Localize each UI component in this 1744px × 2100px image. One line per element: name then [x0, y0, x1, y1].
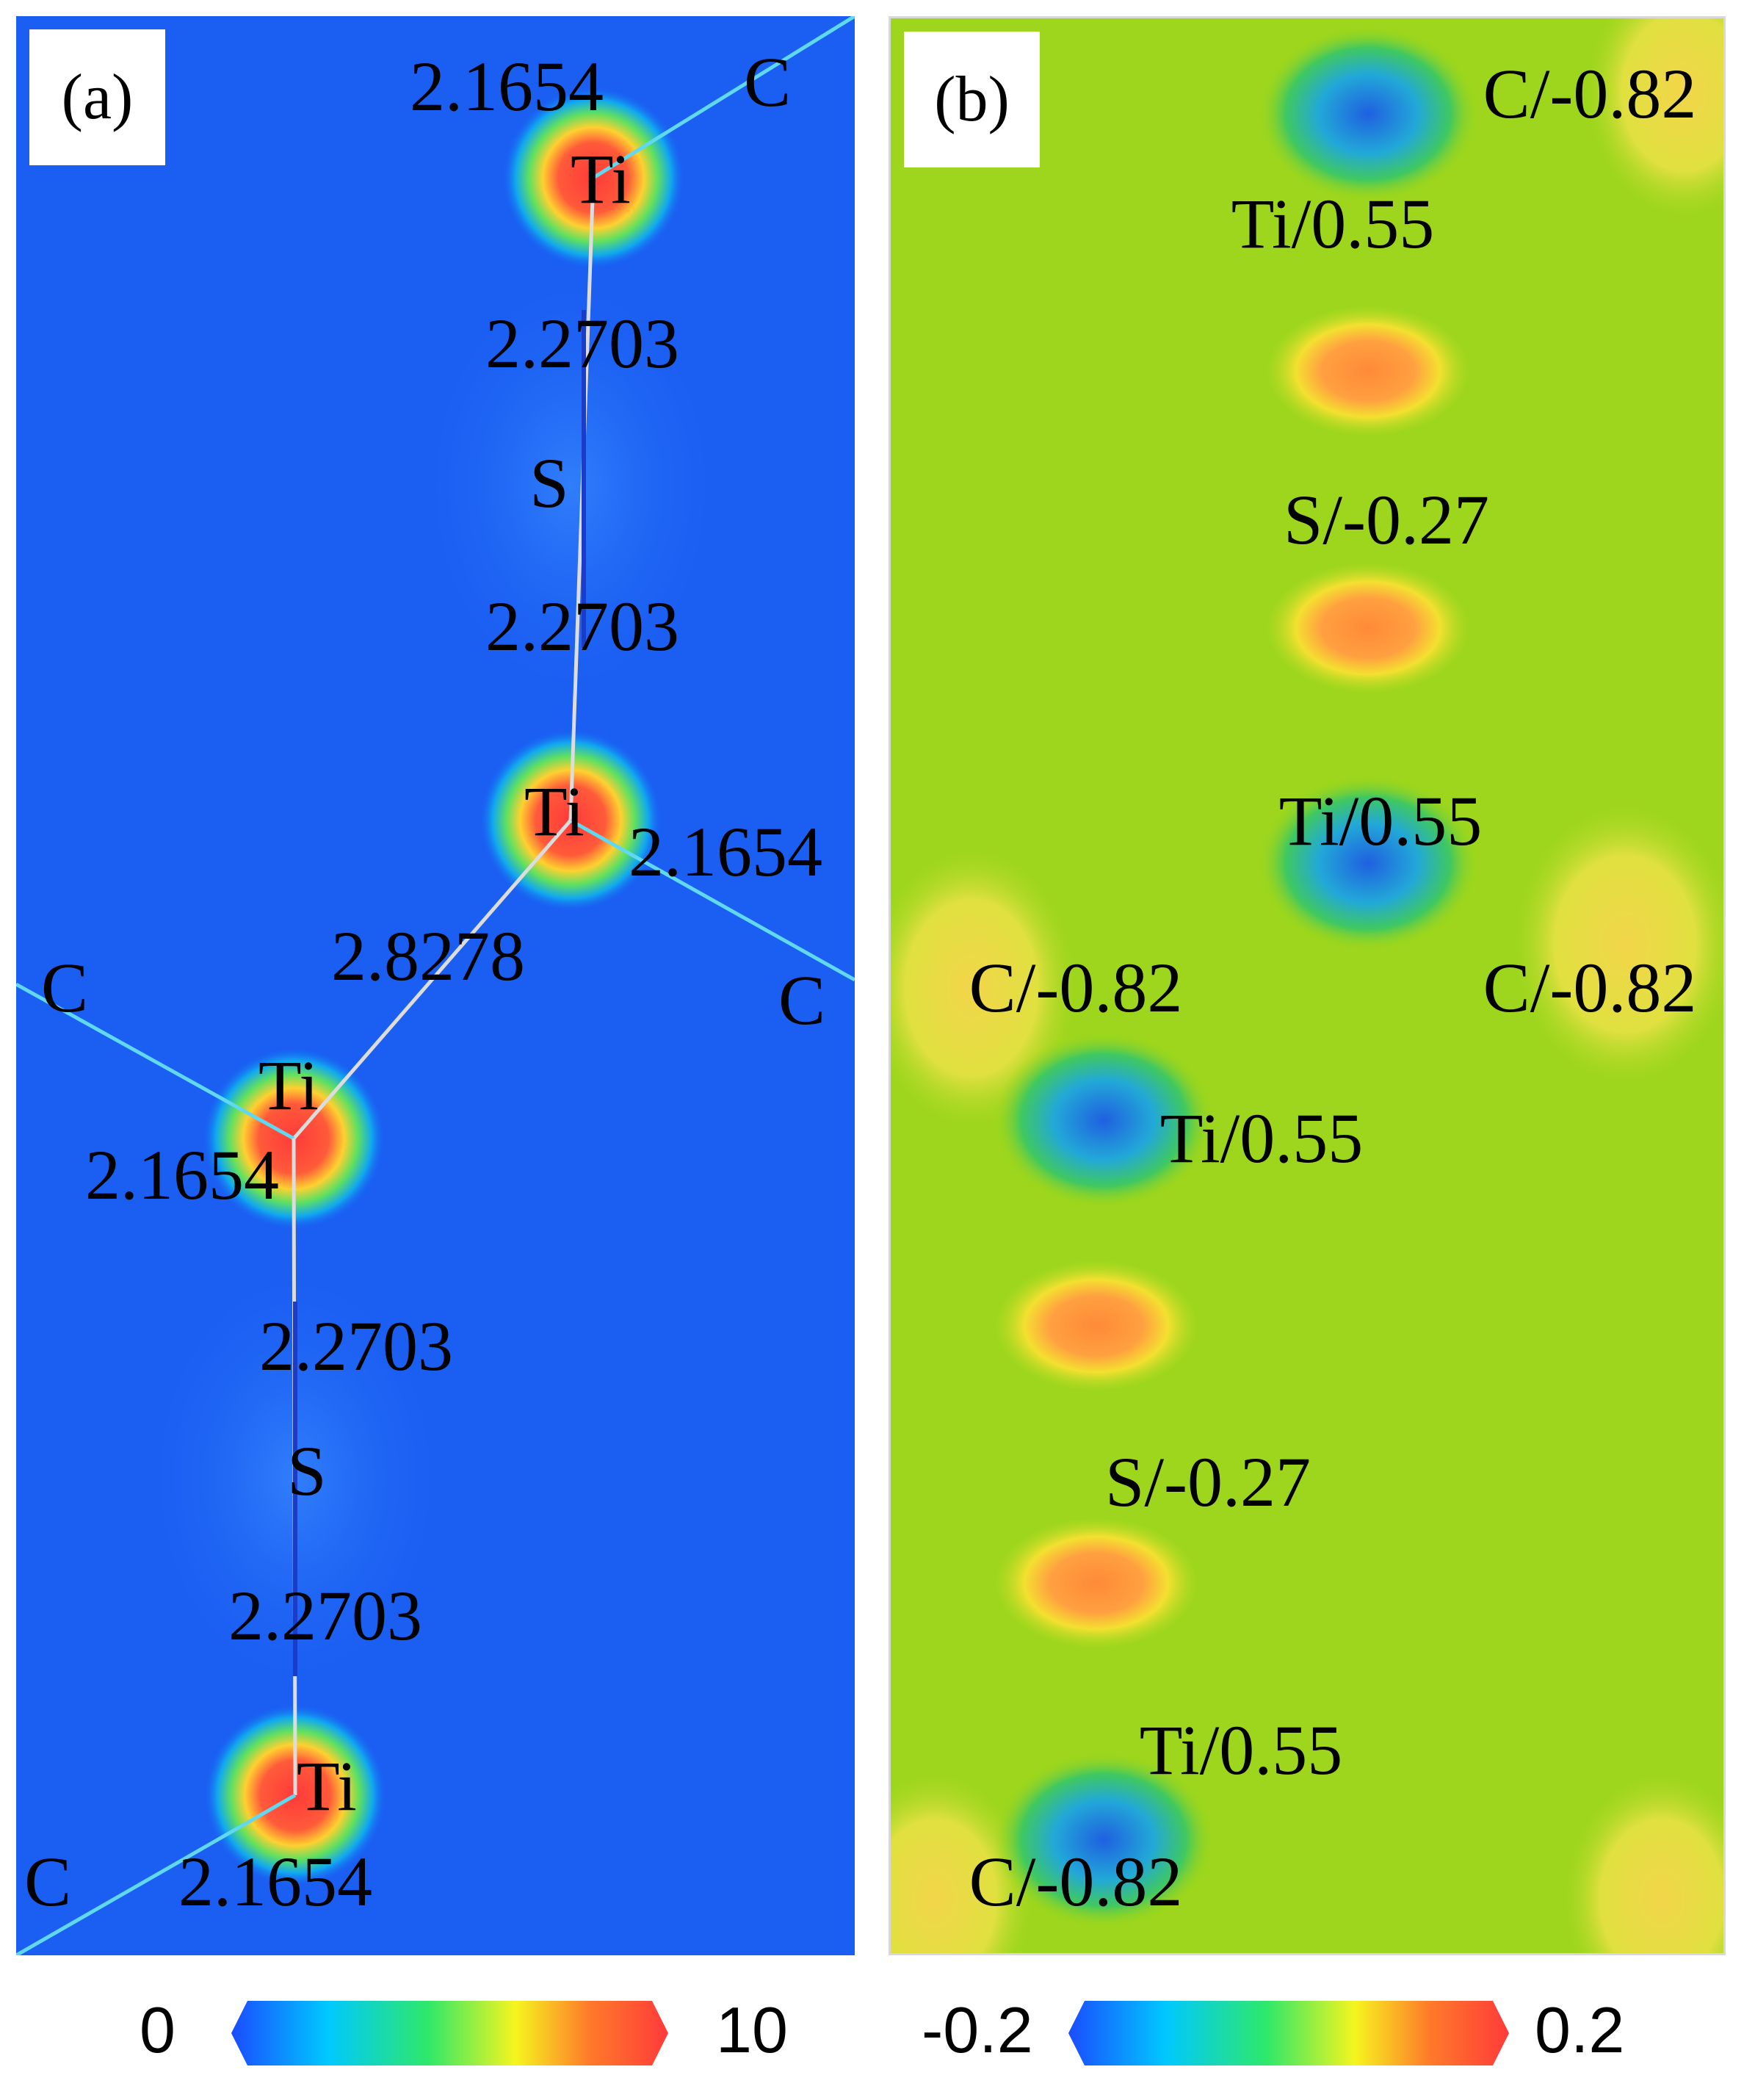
electron-density-map [16, 16, 855, 1955]
bond-length-label: 2.8278 [331, 917, 525, 995]
charge-depletion-blob [994, 1752, 1214, 1928]
bond-length-label: 2.2703 [228, 1576, 422, 1655]
charge-region [1559, 1767, 1723, 1953]
charge-depletion-blob [1258, 26, 1478, 202]
colorbar-a-min: 0 [140, 1993, 176, 2066]
colorbar-b-max: 0.2 [1535, 1993, 1625, 2066]
charge-label: Ti/0.55 [1139, 1711, 1343, 1789]
charge-label: C/-0.82 [969, 948, 1183, 1027]
charge-accumulation-blob [1265, 305, 1471, 437]
atom-label-ti: Ti [524, 772, 585, 851]
charge-label: S/-0.27 [1104, 1443, 1311, 1521]
charge-label: C/-0.82 [1483, 54, 1697, 133]
charge-label: Ti/0.55 [1231, 184, 1435, 263]
bond-line [16, 1793, 297, 1955]
charge-label: S/-0.27 [1283, 480, 1490, 559]
charge-accumulation-blob [1265, 562, 1471, 694]
atom-label-ti: Ti [297, 1747, 357, 1825]
atom-label-c: C [40, 948, 89, 1027]
colorbar-a-gradient [231, 2001, 668, 2065]
charge-accumulation-blob [994, 1517, 1199, 1649]
bond-line [569, 818, 855, 982]
atom-label-c: C [778, 961, 826, 1039]
colorbar-a: 0 10 [0, 1983, 866, 2086]
bond-length-label: 2.1654 [629, 812, 822, 891]
charge-depletion-blob [994, 1032, 1214, 1208]
bond-length-label: 2.1654 [85, 1136, 279, 1214]
panel-a-label: (a) [29, 29, 165, 165]
bond-length-label: 2.2703 [259, 1307, 453, 1385]
density-haze [402, 244, 739, 729]
bond-length-label: 2.1654 [178, 1842, 372, 1921]
charge-label: C/-0.82 [969, 1842, 1183, 1921]
charge-label: Ti/0.55 [1278, 782, 1483, 860]
charge-accumulation-blob [994, 1260, 1199, 1392]
bond-line [292, 819, 572, 1140]
charge-difference-panel: (b) [889, 16, 1726, 1955]
atom-label-ti: Ti [258, 1046, 319, 1125]
bond-length-label: 2.2703 [485, 587, 679, 665]
electron-density-panel: (a) [16, 16, 855, 1955]
atom-label-s: S [529, 444, 569, 522]
bond-length-label: 2.2703 [485, 304, 679, 383]
charge-difference-map [891, 18, 1723, 1953]
colorbar-b: -0.2 0.2 [866, 1983, 1744, 2086]
bond-line [592, 16, 855, 180]
atom-label-c: C [743, 43, 792, 121]
bond-line [16, 982, 295, 1141]
bond-length-label: 2.1654 [410, 47, 604, 126]
charge-depletion-blob [1258, 775, 1478, 951]
atom-label-ti: Ti [571, 140, 631, 218]
colorbar-b-gradient [1068, 2001, 1509, 2065]
colorbar-b-min: -0.2 [922, 1993, 1033, 2066]
charge-region [1581, 18, 1723, 224]
colorbar-a-max: 10 [716, 1993, 788, 2066]
charge-label: C/-0.82 [1483, 948, 1697, 1027]
charge-label: Ti/0.55 [1159, 1099, 1364, 1177]
atom-label-s: S [287, 1432, 327, 1510]
atom-label-c: C [23, 1842, 72, 1921]
panel-b-label: (b) [904, 32, 1040, 167]
charge-region [1508, 797, 1723, 1091]
